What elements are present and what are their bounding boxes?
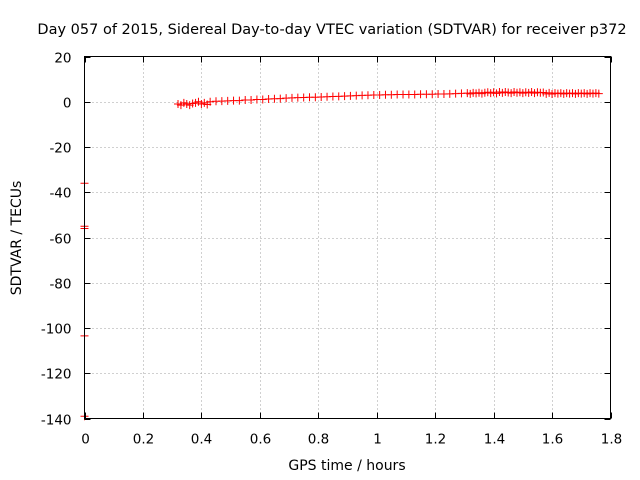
x-tick-label: 1.8	[601, 432, 622, 448]
y-tick-label: -40	[49, 186, 71, 202]
x-tick-label: 0.2	[133, 432, 154, 448]
x-tick-label: 1.2	[425, 432, 446, 448]
y-tick-label: -20	[49, 141, 71, 157]
data-series-sdtvar	[80, 88, 603, 421]
x-axis-label: GPS time / hours	[288, 458, 405, 474]
chart-title: Day 057 of 2015, Sidereal Day-to-day VTE…	[37, 22, 626, 38]
y-tick-label: -100	[41, 322, 72, 338]
data-point	[235, 96, 244, 105]
y-tick-label: -140	[41, 413, 72, 429]
x-tick-label: 1.6	[542, 432, 563, 448]
x-tick-label: 0	[81, 432, 90, 448]
y-tick-labels: 20 0 -20 -40 -60 -80 -100 -120 -140	[41, 51, 72, 429]
x-tick-label: 0.4	[191, 432, 212, 448]
grid-lines	[84, 56, 611, 419]
x-tick-label: 0.8	[308, 432, 329, 448]
x-tick-labels: 0 0.2 0.4 0.6 0.8 1 1.2 1.4 1.6 1.8	[81, 432, 622, 448]
x-tick-label: 1	[373, 432, 382, 448]
y-tick-label: 0	[63, 96, 72, 112]
y-tick-label: -120	[41, 367, 72, 383]
data-point	[594, 89, 603, 98]
y-tick-label: -60	[49, 232, 71, 248]
y-tick-label: 20	[54, 51, 71, 67]
x-tick-label: 1.4	[484, 432, 505, 448]
x-tick-label: 0.6	[250, 432, 271, 448]
y-tick-label: -80	[49, 277, 71, 293]
axis-ticks	[84, 56, 612, 420]
y-axis-label: SDTVAR / TECUs	[9, 181, 25, 296]
plot-frame	[84, 56, 611, 419]
